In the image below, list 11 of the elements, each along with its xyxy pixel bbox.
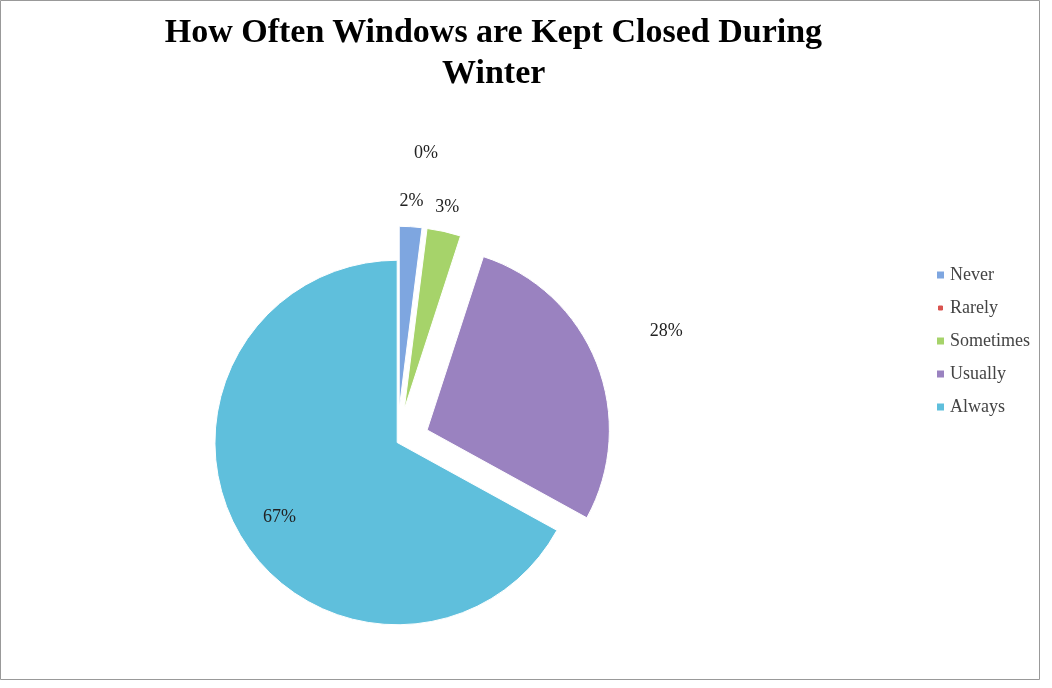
data-label: 3% — [435, 195, 460, 216]
chart-title: How Often Windows are Kept Closed During Winter — [164, 11, 823, 90]
data-label: 67% — [263, 506, 297, 527]
legend-label: Rarely — [950, 296, 998, 318]
legend-label: Always — [950, 395, 1005, 417]
data-label: 2% — [399, 190, 424, 211]
legend-label: Usually — [950, 362, 1006, 384]
data-label: 28% — [649, 319, 683, 340]
text: 0% — [413, 142, 438, 163]
legend-label: Sometimes — [950, 329, 1030, 351]
legend-label: Never — [950, 263, 994, 285]
